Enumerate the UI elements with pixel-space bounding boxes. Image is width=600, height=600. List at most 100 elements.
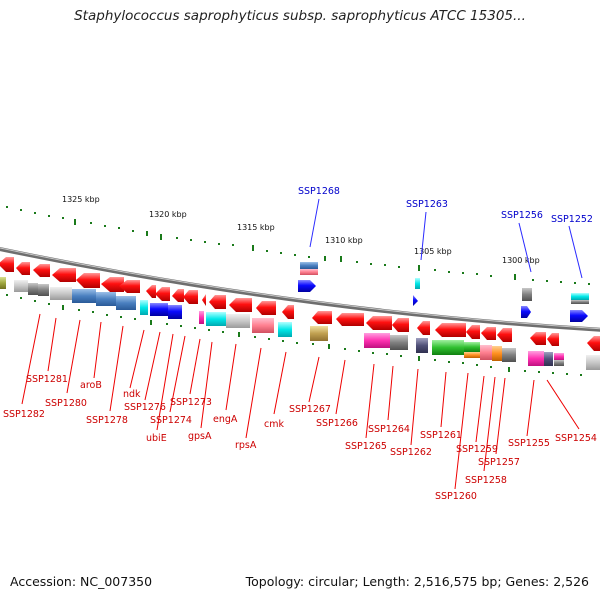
reverse-cds-arrow[interactable] [392,318,409,332]
gene-label-inner[interactable]: cmk [264,419,284,430]
tick-label: 1310 kbp [325,236,363,245]
gene-label-inner[interactable]: engA [213,414,238,425]
gene-label-inner[interactable]: SSP1264 [368,424,410,435]
gene-label-inner[interactable]: SSP1259 [456,444,498,455]
reverse-cds-arrow[interactable] [209,295,226,309]
reverse-cds-arrow[interactable] [229,298,252,312]
gene-label-inner[interactable]: SSP1261 [420,430,462,441]
cog-block [586,355,600,370]
reverse-cds-arrow[interactable] [155,287,170,301]
inner-scale-dots [6,294,582,376]
gene-label-inner[interactable]: SSP1267 [289,404,331,415]
cog-block [528,351,544,366]
reverse-cds-arrow[interactable] [0,257,14,272]
genome-summary-text: Topology: circular; Length: 2,516,575 bp… [245,574,589,589]
cog-block [96,292,116,306]
tick-label: 1305 kbp [414,247,452,256]
cog-block [480,345,492,360]
cog-block [300,262,318,269]
forward-cds-arrow[interactable] [298,280,316,292]
cog-track [0,277,600,370]
cog-block [140,300,148,315]
cog-block [492,346,502,361]
accession-text: Accession: NC_007350 [10,574,153,589]
gene-label-inner[interactable]: SSP1265 [345,441,387,452]
cog-block [544,352,553,366]
gene-label-inner[interactable]: SSP1273 [170,397,212,408]
cog-block [0,277,6,289]
reverse-cds-arrow[interactable] [530,332,546,345]
forward-cds-arrow[interactable] [521,306,531,318]
reverse-cds-arrow[interactable] [417,321,430,335]
gene-label-inner[interactable]: SSP1280 [45,398,87,409]
gene-label-inner[interactable]: SSP1258 [465,475,507,486]
reverse-cds-arrow[interactable] [312,311,332,324]
reverse-cds-arrow[interactable] [76,273,100,288]
gene-label-inner[interactable]: SSP1257 [478,457,520,468]
gene-label-inner[interactable]: SSP1262 [390,447,432,458]
gene-label-inner[interactable]: SSP1281 [26,374,68,385]
reverse-cds-arrow[interactable] [101,277,124,292]
gene-label-inner[interactable]: ndk [123,389,141,400]
cog-block [522,288,532,301]
reverse-cds-arrow[interactable] [33,264,50,277]
gene-label-outer[interactable]: SSP1252 [551,214,593,225]
cog-block [150,303,168,316]
cog-block [116,296,136,310]
cog-block [390,335,408,350]
reverse-strand-features [0,257,600,351]
gene-label-inner[interactable]: SSP1276 [124,402,166,413]
cog-block [50,287,72,300]
reverse-cds-arrow[interactable] [16,262,30,275]
gene-label-inner[interactable]: SSP1274 [150,415,192,426]
reverse-cds-arrow[interactable] [202,294,206,306]
reverse-cds-arrow[interactable] [336,313,364,326]
forward-strand-features [298,262,589,322]
reverse-cds-arrow[interactable] [52,268,76,282]
gene-label-inner[interactable]: SSP1260 [435,491,477,502]
cog-block [72,289,96,303]
tick-label: 1315 kbp [237,223,275,232]
genome-backbone [0,246,600,332]
cog-block [14,280,28,292]
reverse-cds-arrow[interactable] [172,289,184,302]
tick-label: 1300 kbp [502,256,540,265]
reverse-cds-arrow[interactable] [146,285,156,298]
cog-block [252,318,274,333]
gene-label-outer[interactable]: SSP1268 [298,186,340,197]
cog-block [464,352,480,358]
cog-block [416,338,428,353]
gene-label-inner[interactable]: gpsA [188,431,212,442]
reverse-cds-arrow[interactable] [466,325,480,339]
cog-block [554,360,564,366]
reverse-cds-arrow[interactable] [481,327,496,340]
gene-label-inner[interactable]: SSP1254 [555,433,597,444]
gene-label-inner[interactable]: SSP1282 [3,409,45,420]
gene-label-inner[interactable]: aroB [80,380,102,391]
reverse-cds-arrow[interactable] [547,333,559,346]
reverse-cds-arrow[interactable] [587,336,600,351]
cog-block [300,269,318,275]
gene-label-inner[interactable]: SSP1278 [86,415,128,426]
cog-block [28,283,38,295]
gene-label-inner[interactable]: rpsA [235,440,257,451]
reverse-cds-arrow[interactable] [366,316,392,330]
reverse-cds-arrow[interactable] [119,280,140,293]
gene-label-inner[interactable]: ubiE [146,433,167,444]
gene-label-inner[interactable]: SSP1266 [316,418,358,429]
reverse-cds-arrow[interactable] [256,301,276,315]
forward-cds-arrow[interactable] [570,310,588,322]
reverse-cds-arrow[interactable] [497,328,512,342]
kbp-scale [6,206,590,285]
map-title: Staphylococcus saprophyticus subsp. sapr… [74,8,526,24]
reverse-cds-arrow[interactable] [435,323,466,337]
gene-label-outer[interactable]: SSP1263 [406,199,448,210]
tick-label: 1325 kbp [62,195,100,204]
reverse-cds-arrow[interactable] [282,305,294,319]
reverse-cds-arrow[interactable] [183,290,198,304]
cog-block [571,293,589,300]
gene-label-inner[interactable]: SSP1255 [508,438,550,449]
gene-label-outer[interactable]: SSP1256 [501,210,543,221]
cog-block [464,342,480,352]
forward-cds-arrow[interactable] [413,295,418,306]
